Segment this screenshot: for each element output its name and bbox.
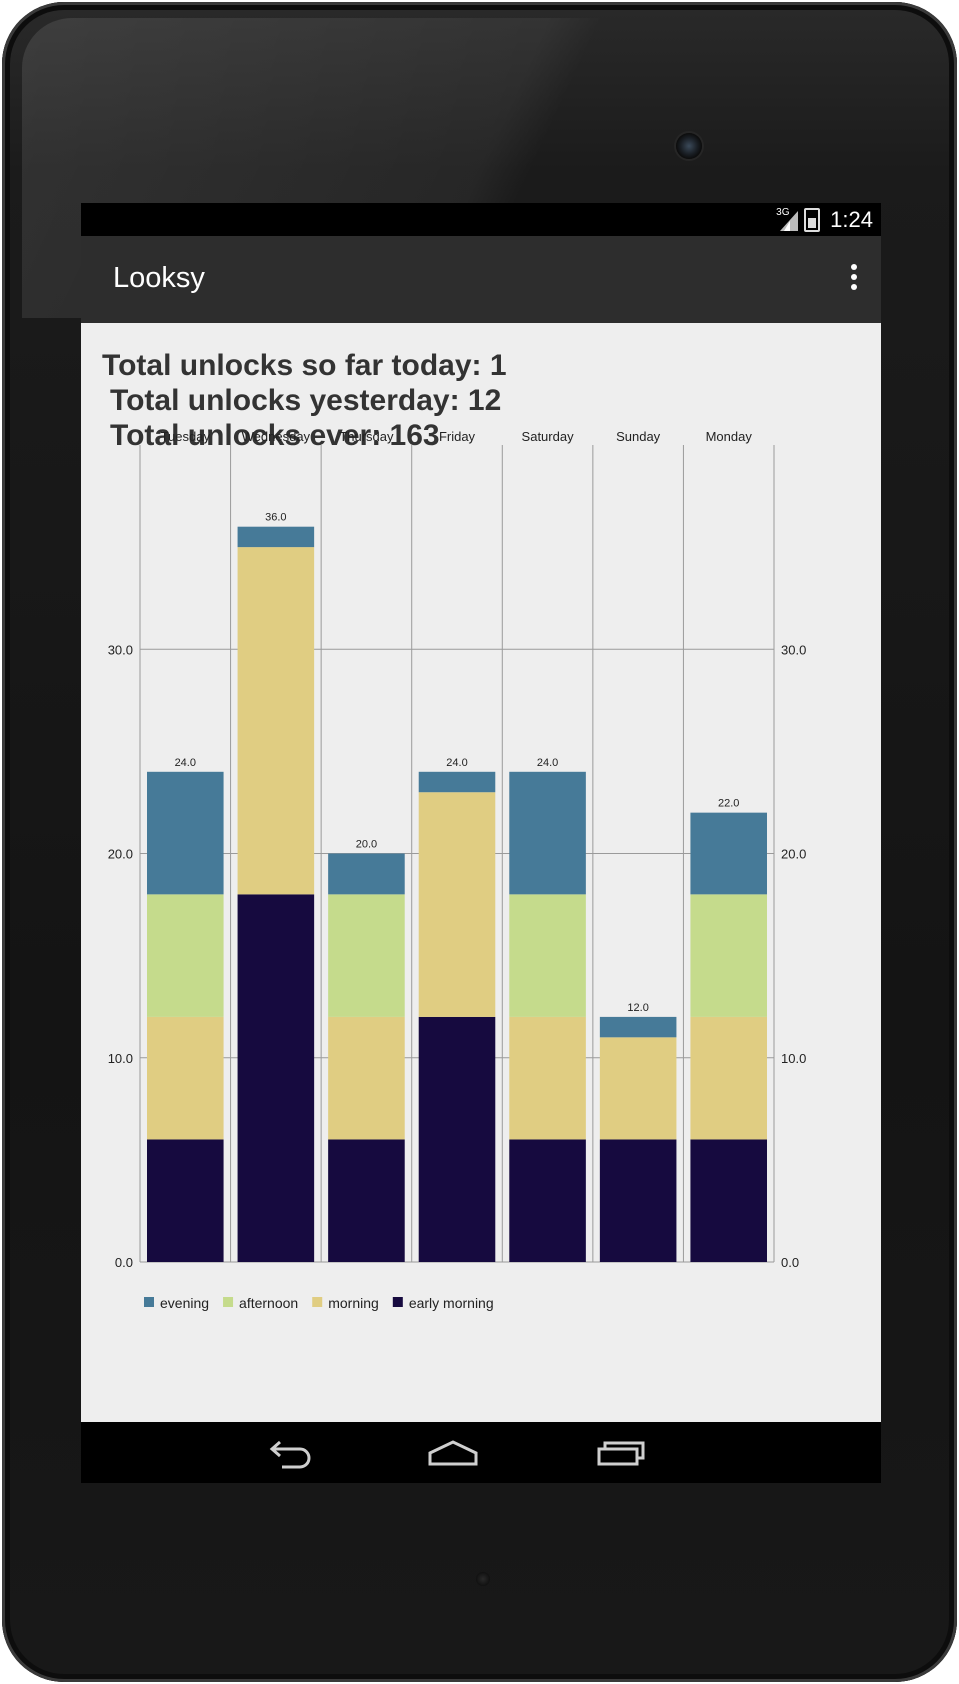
main-content: Total unlocks so far today: 1 Total unlo… bbox=[81, 323, 881, 1422]
legend-swatch bbox=[223, 1297, 233, 1307]
battery-icon bbox=[804, 208, 820, 232]
bar-total-label: 22.0 bbox=[718, 798, 739, 810]
category-label: Monday bbox=[706, 429, 753, 444]
legend-swatch bbox=[312, 1297, 322, 1307]
bar-total-label: 24.0 bbox=[537, 757, 558, 769]
signal-icon: 3G bbox=[776, 209, 798, 231]
bar-total-label: 24.0 bbox=[175, 757, 196, 769]
legend-swatch bbox=[393, 1297, 403, 1307]
screen: 3G 1:24 Looksy Total unlocks so far toda… bbox=[81, 203, 881, 1483]
bar-segment-evening bbox=[600, 1017, 677, 1037]
bar-total-label: 24.0 bbox=[446, 757, 467, 769]
bar-segment-evening bbox=[328, 854, 405, 895]
bar-segment-evening bbox=[147, 772, 224, 895]
bar-total-label: 36.0 bbox=[265, 512, 286, 524]
app-title: Looksy bbox=[113, 262, 205, 295]
y-tick-label-left: 30.0 bbox=[108, 642, 133, 657]
bar-segment-morning bbox=[509, 1017, 586, 1140]
y-tick-label-left: 0.0 bbox=[115, 1255, 133, 1270]
bar-segment-early-morning bbox=[419, 1017, 496, 1262]
overflow-menu-icon[interactable] bbox=[847, 264, 861, 294]
bar-segment-afternoon bbox=[147, 894, 224, 1017]
legend-label: early morning bbox=[409, 1295, 494, 1311]
bar-segment-afternoon bbox=[509, 894, 586, 1017]
sensor-dot bbox=[476, 1572, 490, 1586]
bar-segment-afternoon bbox=[690, 894, 767, 1017]
bar-segment-morning bbox=[147, 1017, 224, 1140]
bar-segment-evening bbox=[419, 772, 496, 792]
bar-segment-evening bbox=[690, 813, 767, 895]
recents-icon[interactable] bbox=[593, 1434, 653, 1472]
bar-segment-early-morning bbox=[690, 1139, 767, 1262]
y-tick-label-right: 30.0 bbox=[781, 642, 806, 657]
bar-segment-early-morning bbox=[600, 1139, 677, 1262]
bar-total-label: 12.0 bbox=[627, 1002, 648, 1014]
legend-label: evening bbox=[160, 1295, 209, 1311]
category-label: Wednesday bbox=[242, 429, 311, 444]
status-time: 1:24 bbox=[830, 207, 873, 233]
bar-segment-evening bbox=[509, 772, 586, 895]
navigation-bar bbox=[81, 1422, 881, 1483]
category-label: Sunday bbox=[616, 429, 661, 444]
category-label: Saturday bbox=[522, 429, 575, 444]
y-tick-label-right: 20.0 bbox=[781, 847, 806, 862]
bar-segment-early-morning bbox=[328, 1139, 405, 1262]
legend-label: afternoon bbox=[239, 1295, 298, 1311]
legend-swatch bbox=[144, 1297, 154, 1307]
bar-segment-early-morning bbox=[147, 1139, 224, 1262]
bar-segment-morning bbox=[238, 547, 315, 894]
front-camera bbox=[676, 133, 702, 159]
bar-segment-morning bbox=[419, 792, 496, 1017]
bar-total-label: 20.0 bbox=[356, 839, 377, 851]
legend-label: morning bbox=[328, 1295, 379, 1311]
action-bar: Looksy bbox=[81, 236, 881, 323]
bar-segment-afternoon bbox=[328, 894, 405, 1017]
network-type: 3G bbox=[776, 207, 789, 218]
category-label: Thursday bbox=[339, 429, 394, 444]
bar-segment-morning bbox=[690, 1017, 767, 1140]
unlocks-chart: 0.0 0.0 10.0 10.0 20.0 20.0 30.0 30.0 Tuesday Wed… bbox=[81, 323, 881, 1422]
status-bar: 3G 1:24 bbox=[81, 203, 881, 236]
bar-segment-early-morning bbox=[238, 894, 315, 1262]
home-icon[interactable] bbox=[423, 1434, 483, 1472]
bar-segment-early-morning bbox=[509, 1139, 586, 1262]
bar-segment-morning bbox=[600, 1037, 677, 1139]
y-tick-label-left: 20.0 bbox=[108, 847, 133, 862]
y-tick-label-right: 0.0 bbox=[781, 1255, 799, 1270]
y-tick-label-left: 10.0 bbox=[108, 1051, 133, 1066]
category-label: Friday bbox=[439, 429, 476, 444]
bar-segment-morning bbox=[328, 1017, 405, 1140]
y-tick-label-right: 10.0 bbox=[781, 1051, 806, 1066]
bar-segment-evening bbox=[238, 527, 315, 547]
category-label: Tuesday bbox=[161, 429, 211, 444]
back-icon[interactable] bbox=[260, 1434, 320, 1472]
